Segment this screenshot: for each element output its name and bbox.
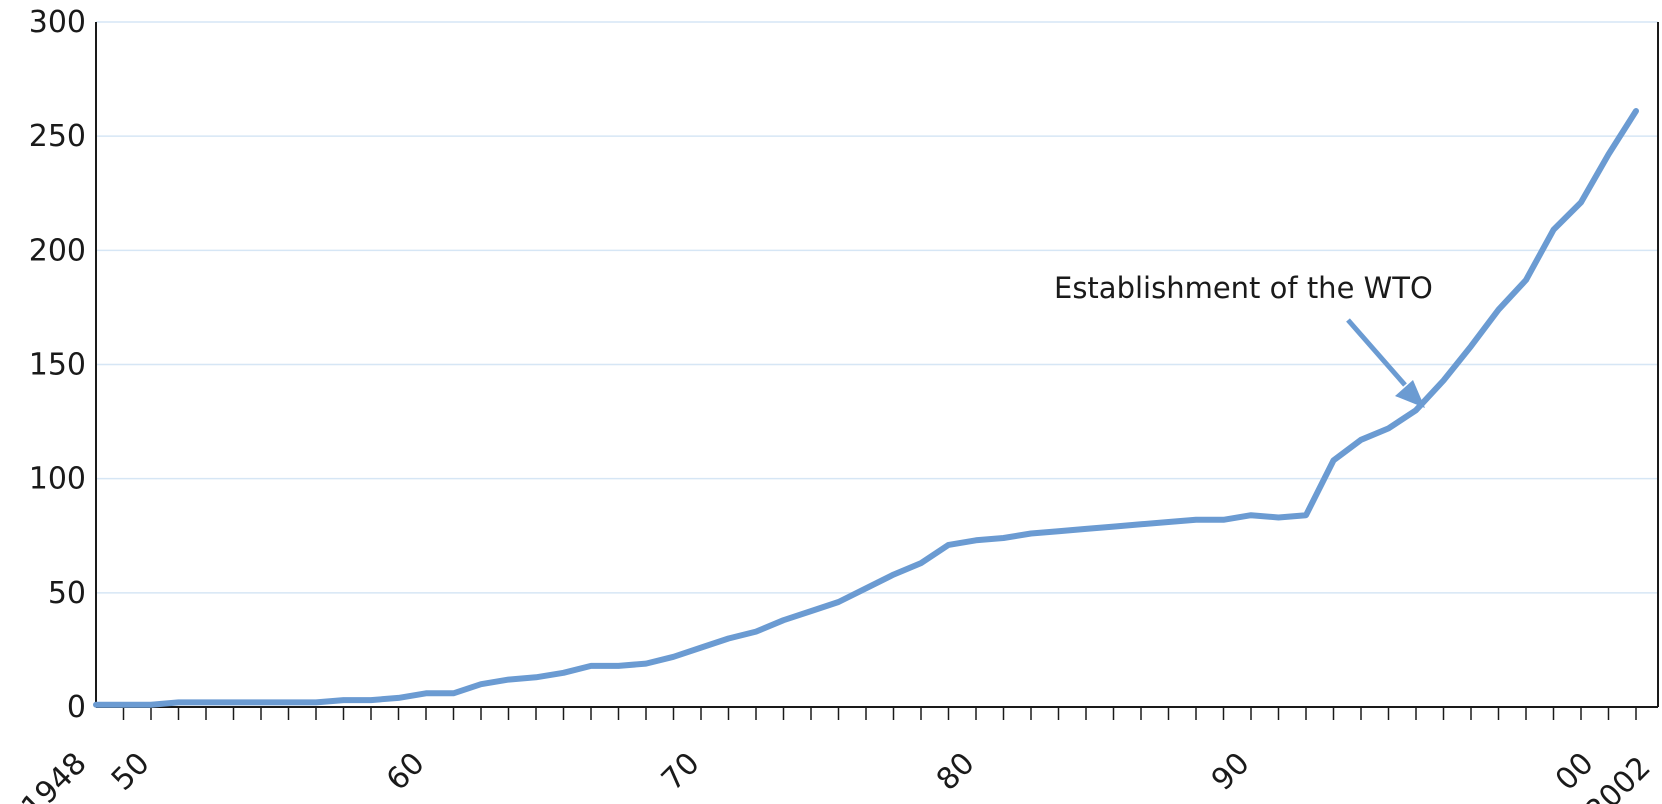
y-tick-label-100: 100 (29, 462, 86, 497)
y-tick-label-50: 50 (48, 576, 86, 611)
x-tick-label-1948: 1948 (15, 746, 94, 804)
y-tick-label-250: 250 (29, 119, 86, 154)
axes (95, 22, 1659, 708)
annotation-label: Establishment of the WTO (1054, 271, 1433, 305)
annotation-arrowhead (1395, 380, 1425, 408)
annotation: Establishment of the WTO (1054, 271, 1433, 408)
grid-lines (96, 21, 1658, 594)
x-tick-label-60: 60 (380, 746, 432, 798)
y-tick-label-150: 150 (29, 348, 86, 383)
x-tick-label-80: 80 (930, 746, 982, 798)
annotation-arrow-shaft (1346, 318, 1407, 387)
y-tick-label-300: 300 (29, 5, 86, 40)
y-tick-label-0: 0 (67, 690, 86, 725)
x-tick-label-70: 70 (655, 746, 707, 798)
x-tick-label-50: 50 (105, 746, 157, 798)
series (93, 108, 1639, 708)
x-tick-label-90: 90 (1205, 746, 1257, 798)
series-line-0 (93, 108, 1639, 708)
y-tick-labels: 0 50 100 150 200 250 300 (29, 5, 86, 725)
y-tick-label-200: 200 (29, 233, 86, 268)
